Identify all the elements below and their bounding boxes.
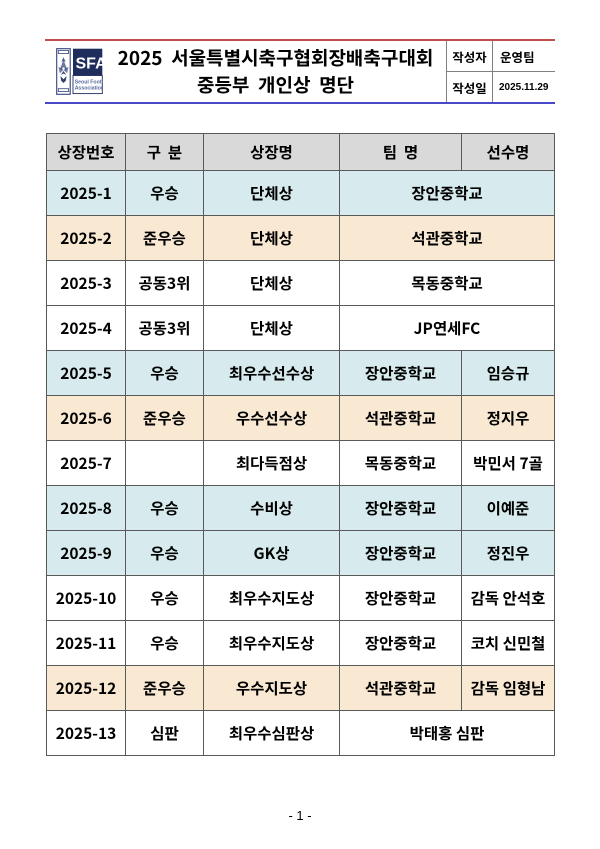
svg-text:SFA: SFA [76,55,104,72]
svg-text:Association: Association [75,85,103,91]
